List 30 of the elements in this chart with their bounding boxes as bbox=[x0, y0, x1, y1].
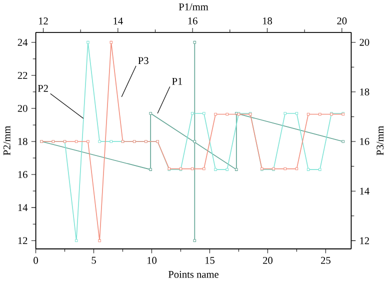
y-axis-title: P2/mm bbox=[3, 126, 10, 156]
x2-axis-title: P1/mm bbox=[178, 3, 208, 10]
x-tick-label: 0 bbox=[34, 256, 38, 264]
y2-tick-label: 18 bbox=[360, 88, 370, 96]
x-tick-label: 10 bbox=[148, 256, 157, 264]
y-tick-label: 22 bbox=[18, 72, 28, 79]
y-tick-label: 18 bbox=[18, 138, 28, 145]
x-axis-title: Points name bbox=[168, 270, 218, 278]
x2-tick-label: 20 bbox=[337, 17, 347, 24]
annotation: P1 bbox=[172, 78, 182, 85]
x-tick-label: 5 bbox=[92, 256, 96, 264]
y2-tick-label: 20 bbox=[360, 38, 370, 46]
y-tick-label: 24 bbox=[18, 38, 28, 46]
annotation: P3 bbox=[138, 56, 148, 64]
x-tick-label: 15 bbox=[205, 256, 214, 264]
x-tick-label: 25 bbox=[321, 256, 330, 264]
annotation: P2 bbox=[38, 84, 48, 92]
y2-tick-label: 12 bbox=[360, 237, 370, 244]
x2-tick-label: 16 bbox=[188, 17, 198, 24]
y2-tick-label: 14 bbox=[360, 188, 370, 194]
y2-tick-label: 16 bbox=[360, 138, 370, 145]
y-tick-label: 20 bbox=[18, 104, 28, 112]
x2-tick-label: 18 bbox=[262, 17, 272, 24]
y2-axis-title: P3/mm bbox=[376, 126, 384, 156]
y-tick-label: 12 bbox=[18, 237, 28, 244]
x2-tick-label: 12 bbox=[39, 17, 48, 24]
x-tick-label: 20 bbox=[263, 256, 272, 264]
y-tick-label: 16 bbox=[18, 170, 28, 178]
y-tick-label: 14 bbox=[18, 204, 28, 211]
x2-tick-label: 14 bbox=[114, 17, 123, 24]
